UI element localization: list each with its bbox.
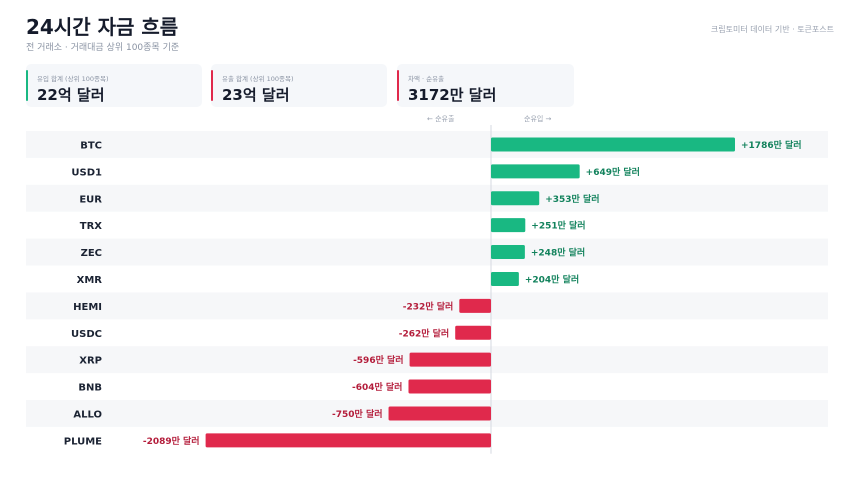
outflow-total-value: 23억 달러 — [222, 86, 290, 104]
inflow-direction-label: 순유입 → — [524, 115, 552, 123]
category-label-allo: ALLO — [73, 409, 102, 420]
category-label-usdc: USDC — [71, 329, 102, 340]
inflow-total-card: 유입 합계 (상위 100종목) 22억 달러 — [26, 64, 202, 107]
category-label-plume: PLUME — [64, 436, 102, 447]
value-label-xrp: -596만 달러 — [353, 354, 404, 366]
outflow-total-card: 유출 합계 (상위 100종목) 23억 달러 — [211, 64, 387, 107]
bar-plume — [205, 433, 491, 448]
inflow-total-value: 22억 달러 — [37, 86, 105, 104]
value-label-xmr: +204만 달러 — [525, 273, 579, 285]
bar-xrp — [409, 352, 491, 367]
outflow-direction-label: ← 순유출 — [427, 115, 455, 123]
value-label-zec: +248만 달러 — [531, 247, 585, 259]
net-flow-label: 차액 · 순유출 — [408, 75, 445, 83]
value-label-hemi: -232만 달러 — [403, 300, 454, 312]
value-label-plume: -2089만 달러 — [143, 435, 200, 447]
row-background — [26, 184, 828, 212]
page-title: 24시간 자금 흐름 — [26, 15, 179, 39]
inflow-accent-bar — [26, 70, 28, 101]
bar-bnb — [408, 379, 491, 394]
category-label-zec: ZEC — [81, 248, 102, 259]
net-flow-value: 3172만 달러 — [408, 86, 497, 104]
category-label-usd1: USD1 — [71, 167, 102, 178]
category-label-trx: TRX — [80, 221, 103, 232]
bar-eur — [491, 191, 540, 206]
bar-xmr — [491, 271, 519, 286]
category-label-xmr: XMR — [77, 275, 103, 286]
net-accent-bar — [397, 70, 399, 101]
net-flow-card: 차액 · 순유출 3172만 달러 — [397, 64, 574, 107]
value-label-usd1: +649만 달러 — [586, 166, 640, 178]
value-label-eur: +353만 달러 — [545, 193, 599, 205]
category-label-xrp: XRP — [79, 356, 102, 367]
bar-usdc — [455, 325, 491, 340]
bar-btc — [491, 137, 735, 152]
outflow-total-label: 유출 합계 (상위 100종목) — [222, 75, 294, 83]
bar-allo — [388, 406, 491, 421]
bar-zec — [491, 245, 525, 260]
bar-trx — [491, 218, 526, 233]
value-label-bnb: -604만 달러 — [352, 381, 403, 393]
outflow-accent-bar — [211, 70, 213, 101]
row-background — [26, 292, 828, 320]
value-label-allo: -750만 달러 — [332, 408, 383, 420]
source-note: 크립토미터 데이터 기반 · 토큰포스트 — [710, 25, 834, 34]
inflow-total-label: 유입 합계 (상위 100종목) — [37, 75, 109, 83]
page-subtitle: 전 거래소 · 거래대금 상위 100종목 기준 — [26, 43, 180, 53]
value-label-usdc: -262만 달러 — [399, 327, 450, 339]
bar-usd1 — [491, 164, 580, 179]
value-label-btc: +1786만 달러 — [741, 139, 802, 151]
category-label-bnb: BNB — [78, 383, 102, 394]
row-background — [26, 238, 828, 266]
bar-hemi — [459, 298, 491, 313]
value-label-trx: +251만 달러 — [531, 220, 585, 232]
category-label-btc: BTC — [80, 140, 102, 151]
category-label-hemi: HEMI — [73, 302, 102, 313]
category-label-eur: EUR — [79, 194, 102, 205]
